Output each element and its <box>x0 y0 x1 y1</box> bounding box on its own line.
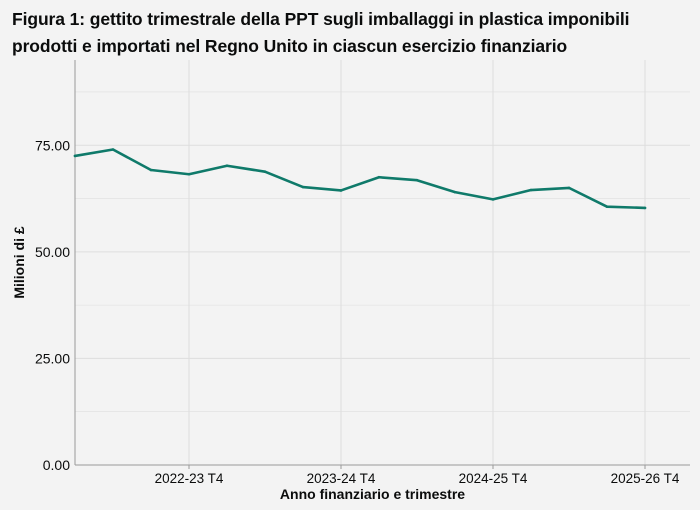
x-tick-label: 2023-24 T4 <box>307 471 376 486</box>
tick-labels: 0.00 25.00 50.00 75.00 2022-23 T4 2023-24 T4 2… <box>35 137 680 486</box>
y-tick-label: 25.00 <box>35 350 70 366</box>
data-point <box>453 190 457 194</box>
series-layer <box>73 148 647 210</box>
data-point <box>187 172 191 176</box>
data-point <box>73 154 77 158</box>
data-point <box>415 178 419 182</box>
chart-title: Figura 1: gettito trimestrale della PPT … <box>12 9 630 56</box>
y-tick-label: 0.00 <box>43 457 70 473</box>
axes <box>74 60 690 469</box>
series-line <box>73 148 647 210</box>
data-point <box>491 198 495 201</box>
data-point <box>605 205 609 208</box>
y-tick-label: 50.00 <box>35 244 70 260</box>
data-point <box>301 185 305 189</box>
data-point <box>339 189 343 192</box>
data-point <box>529 188 533 192</box>
data-point <box>643 206 647 210</box>
grid <box>74 60 690 466</box>
data-point <box>567 186 571 190</box>
y-axis-title: Milioni di £ <box>11 226 27 299</box>
x-tick-label: 2022-23 T4 <box>155 471 224 486</box>
data-point <box>111 148 115 151</box>
y-tick-label: 75.00 <box>35 137 70 153</box>
data-point <box>225 164 229 168</box>
data-point <box>263 170 267 173</box>
x-tick-label: 2024-25 T4 <box>459 471 528 486</box>
data-point <box>377 175 381 179</box>
x-tick-label: 2025-26 T4 <box>611 471 680 486</box>
data-point <box>149 168 153 172</box>
x-axis-title: Anno finanziario e trimestre <box>280 486 465 502</box>
